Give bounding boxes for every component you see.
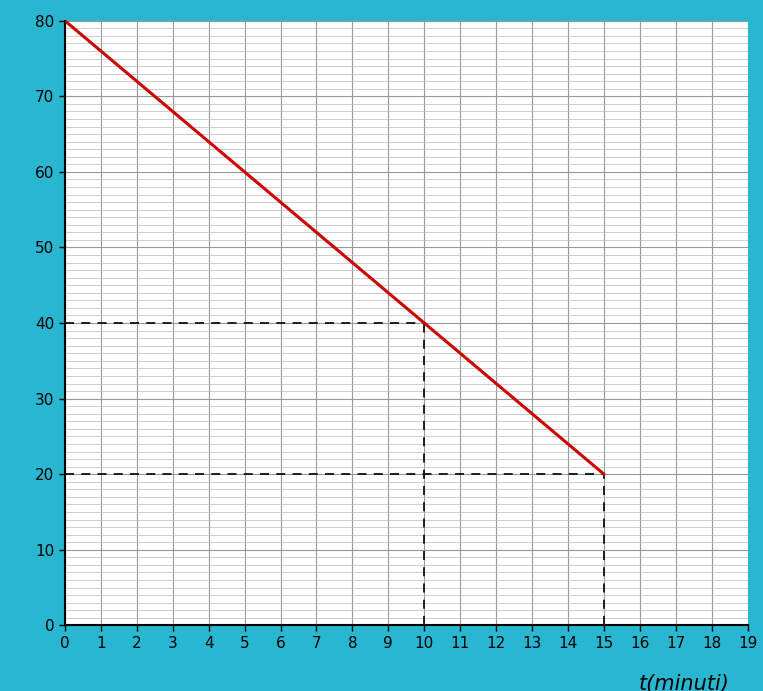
Text: t(minuti): t(minuti) — [639, 674, 729, 691]
